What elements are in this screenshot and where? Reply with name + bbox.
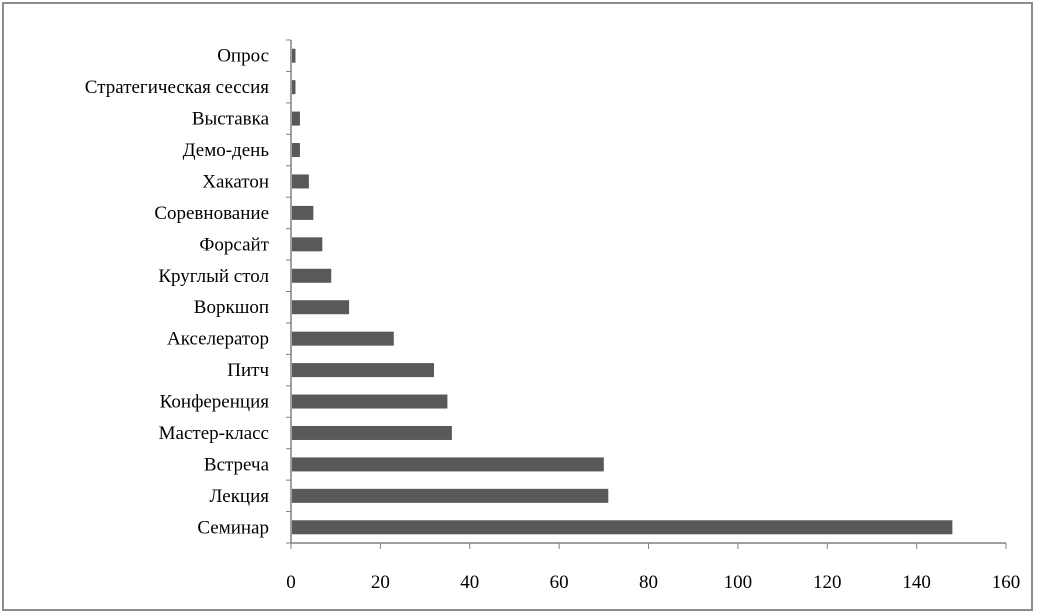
category-label: Конференция — [160, 392, 270, 413]
category-label: Стратегическая сессия — [85, 77, 269, 98]
bar-6 — [292, 363, 434, 378]
category-label: Соревнование — [154, 203, 269, 224]
category-label: Мастер-класс — [159, 423, 269, 444]
category-label: Демо-день — [183, 140, 270, 161]
category-label: Хакатон — [202, 171, 269, 192]
bar-7 — [292, 331, 394, 346]
bar-8 — [292, 300, 350, 315]
bar-13 — [292, 143, 300, 158]
bar-15 — [292, 80, 296, 95]
x-tick-label: 100 — [724, 572, 753, 593]
x-tick-label: 20 — [371, 572, 390, 593]
category-label: Воркшоп — [194, 297, 269, 318]
bar-14 — [292, 111, 300, 126]
category-label: Опрос — [217, 46, 269, 67]
x-tick-label: 60 — [550, 572, 569, 593]
bar-9 — [292, 268, 332, 283]
category-label: Питч — [227, 360, 269, 381]
category-label: Встреча — [204, 454, 270, 475]
category-labels: Семинар Лекция Встреча Мастер-класс Конферен… — [85, 46, 270, 539]
category-label: Форсайт — [199, 234, 269, 255]
bar-1 — [292, 520, 953, 535]
category-label: Лекция — [210, 486, 270, 507]
x-tick-label: 40 — [460, 572, 479, 593]
x-tick-label: 160 — [992, 572, 1021, 593]
x-tick-labels: 0 20 40 60 80 100 120 140 160 — [286, 572, 1020, 593]
category-label: Акселератор — [167, 329, 269, 350]
category-label: Выставка — [192, 109, 270, 130]
bar-16 — [292, 48, 296, 63]
bar-12 — [292, 174, 309, 189]
bar-4 — [292, 425, 452, 440]
bar-11 — [292, 205, 314, 220]
x-tick-label: 120 — [813, 572, 842, 593]
x-tick-label: 140 — [902, 572, 931, 593]
axes-group — [286, 39, 1007, 549]
bar-5 — [292, 394, 448, 409]
category-label: Семинар — [197, 517, 269, 538]
bar-10 — [292, 237, 323, 252]
x-tick-label: 0 — [286, 572, 296, 593]
bars-group — [292, 48, 953, 535]
x-tick-label: 80 — [639, 572, 658, 593]
bar-2 — [292, 488, 609, 503]
category-label: Круглый стол — [158, 266, 269, 287]
bar-3 — [292, 457, 604, 472]
